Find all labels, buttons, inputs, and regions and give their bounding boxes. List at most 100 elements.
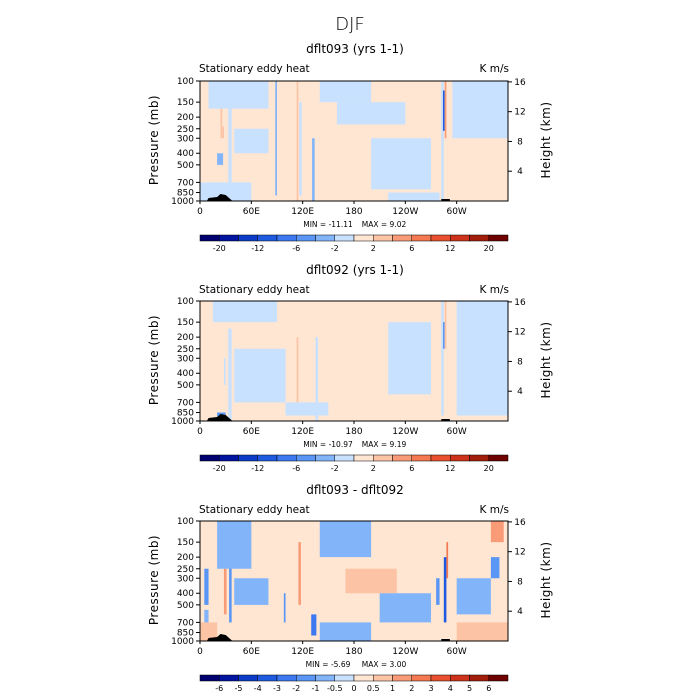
topography [441, 199, 450, 201]
y-tick-label: 400 [177, 589, 194, 599]
colorbar-swatch [296, 454, 316, 462]
field-patch [311, 614, 317, 636]
field-patch [285, 402, 329, 416]
colorbar-swatch [257, 674, 278, 682]
panel-units-label: K m/s [480, 63, 509, 75]
max-value: MAX = 9.02 [362, 220, 407, 229]
colorbar-swatch [488, 234, 509, 242]
colorbar-label: -4 [254, 684, 262, 693]
field-patch [228, 108, 232, 201]
colorbar-swatch [296, 234, 316, 242]
colorbar-swatch [257, 234, 278, 242]
colorbar-label: -2 [292, 684, 300, 693]
x-tick-label: 0 [197, 207, 203, 217]
colorbar-swatch [353, 454, 374, 462]
field-patch [223, 557, 227, 615]
field-patch [220, 85, 223, 139]
colorbar-swatch [238, 234, 258, 242]
colorbar-swatch [373, 674, 393, 682]
colorbar-swatch [392, 674, 412, 682]
x-tick-label: 120E [291, 427, 314, 437]
y2-tick-label: 12 [514, 548, 525, 558]
field-patch [442, 322, 445, 349]
y2-tick-label: 16 [514, 298, 526, 308]
field-patch [228, 328, 232, 421]
field-patch [200, 182, 252, 201]
y-tick-label: 500 [177, 601, 194, 611]
colorbar-label: 2 [409, 684, 414, 693]
colorbar-swatch [392, 454, 412, 462]
y2-tick-label: 16 [514, 78, 526, 88]
y-tick-label: 400 [177, 149, 194, 159]
field-patch [336, 102, 406, 125]
colorbar-label: 5 [467, 684, 472, 693]
field-patch [234, 128, 269, 154]
colorbar-swatch [411, 234, 432, 242]
y-tick-label: 850 [177, 409, 194, 419]
panel-left-label: Stationary eddy heat [199, 63, 310, 75]
colorbar-label: 3 [428, 684, 433, 693]
panel-units-label: K m/s [480, 284, 509, 296]
panel-title: dflt093 - dflt092 [306, 483, 404, 497]
y2-axis-label: Height (km) [539, 542, 553, 619]
y-tick-label: 250 [177, 565, 194, 575]
y2-tick-label: 8 [517, 137, 523, 147]
field-patch [456, 578, 491, 615]
y-axis-label: Pressure (mb) [147, 315, 161, 405]
y-tick-label: 200 [177, 553, 194, 563]
field-patch [490, 557, 500, 579]
y-tick-label: 200 [177, 113, 194, 123]
colorbar-swatch [276, 234, 297, 242]
panel-left-label: Stationary eddy heat [199, 284, 310, 296]
min-value: MIN = -5.69 [306, 660, 351, 669]
y2-tick-label: 12 [514, 328, 525, 338]
x-tick-label: 60W [446, 647, 466, 657]
colorbar-swatch [469, 454, 489, 462]
field-patch [312, 138, 315, 201]
field-patch [490, 521, 504, 543]
topography [206, 634, 233, 641]
field-patch [388, 192, 440, 201]
colorbar-swatch [469, 234, 489, 242]
field-patch [444, 81, 447, 139]
y-tick-label: 500 [177, 161, 194, 171]
colorbar-swatch [238, 454, 258, 462]
colorbar-swatch [488, 454, 509, 462]
field-patch [223, 358, 226, 385]
topography [441, 419, 450, 421]
field-patch [441, 81, 444, 201]
y-tick-label: 700 [177, 618, 194, 628]
field-patch [212, 301, 277, 323]
field-patch [217, 521, 252, 569]
field-patch [298, 542, 301, 605]
y-tick-label: 300 [177, 574, 194, 584]
field-patch [319, 521, 372, 558]
y-tick-label: 150 [177, 98, 194, 108]
colorbar-swatch [411, 674, 432, 682]
panel-2: dflt092 (yrs 1-1) Stationary eddy heat K… [147, 263, 553, 473]
field-patch [296, 81, 299, 201]
colorbar-swatch [392, 234, 412, 242]
panel-left-label: Stationary eddy heat [199, 504, 310, 516]
x-tick-label: 60E [243, 207, 260, 217]
y-tick-label: 1000 [171, 197, 194, 207]
field-patch [200, 622, 218, 641]
colorbar-label: -20 [213, 244, 226, 253]
y2-tick-label: 12 [514, 108, 525, 118]
field-patch [319, 622, 372, 641]
colorbar-label: 6 [409, 464, 414, 473]
colorbar-label: -0.5 [327, 684, 343, 693]
x-tick-label: 120E [291, 647, 314, 657]
field-patch [371, 138, 431, 190]
colorbar-label: 4 [448, 684, 453, 693]
field-patch [436, 578, 440, 605]
field-patch [296, 337, 299, 403]
topography [206, 194, 233, 201]
field-patch [234, 348, 286, 403]
y-tick-label: 850 [177, 189, 194, 199]
field-patch [234, 578, 269, 605]
colorbar-swatch [488, 674, 509, 682]
colorbar-label: -3 [273, 684, 281, 693]
y2-axis-label: Height (km) [539, 322, 553, 399]
